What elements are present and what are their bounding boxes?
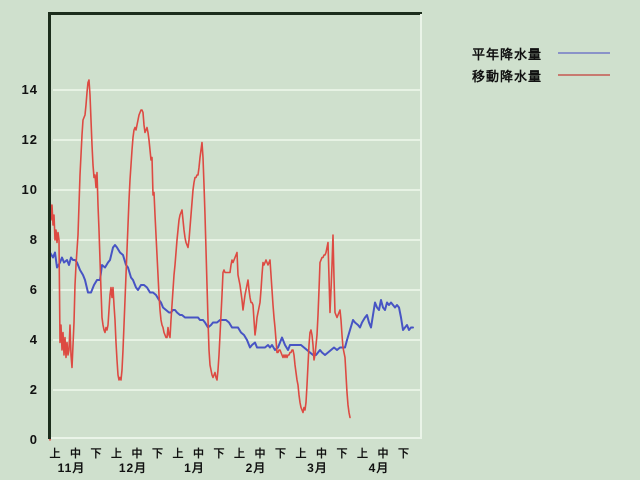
x-tick-label-7: 中 [193, 448, 204, 460]
legend-label: 平年降水量 [471, 46, 542, 62]
x-tick-label-5: 下 [152, 448, 163, 460]
x-tick-label-17: 下 [398, 448, 409, 460]
x-tick-label-4: 中 [131, 448, 143, 460]
x-tick-label-15: 上 [357, 448, 368, 460]
month-label-3: 1月 [184, 461, 205, 475]
x-tick-label-9: 上 [234, 448, 245, 460]
plot-border-top [48, 12, 422, 15]
x-tick-label-6: 上 [172, 448, 184, 460]
x-tick-label-1: 中 [70, 448, 81, 460]
y-axis-label-6: 6 [29, 282, 38, 297]
plot-border-left-axis [48, 12, 51, 439]
legend-line-swatch [558, 52, 610, 54]
x-tick-label-3: 上 [111, 448, 122, 460]
legend: 平年降水量移動降水量 [448, 42, 618, 86]
legend-label: 移動降水量 [471, 68, 542, 84]
legend-item-0: 平年降水量 [448, 42, 618, 64]
month-label-1: 11月 [57, 461, 86, 475]
y-axis-label-0: 0 [29, 432, 38, 447]
x-tick-label-2: 下 [90, 448, 102, 460]
plot-border-right [420, 14, 422, 439]
legend-item-1: 移動降水量 [448, 64, 618, 86]
y-axis-label-4: 4 [29, 332, 38, 347]
y-axis-label-8: 8 [29, 232, 38, 247]
month-label-5: 3月 [307, 461, 328, 475]
x-tick-label-10: 中 [254, 448, 266, 460]
plot-border-bottom-axis [51, 437, 422, 439]
series-line-moving [49, 79, 351, 441]
month-label-2: 12月 [118, 461, 148, 475]
month-label-4: 2月 [245, 461, 267, 475]
x-tick-label-8: 下 [213, 448, 225, 460]
x-tick-label-16: 中 [377, 448, 389, 460]
legend-line-swatch [558, 74, 610, 76]
y-axis-label-14: 14 [21, 82, 38, 97]
x-tick-label-13: 中 [316, 448, 327, 460]
month-label-6: 4月 [368, 461, 390, 475]
x-tick-label-14: 下 [336, 448, 348, 460]
y-axis-label-12: 12 [21, 132, 38, 147]
x-tick-label-0: 上 [49, 448, 61, 460]
x-tick-label-12: 上 [295, 448, 307, 460]
y-axis-label-10: 10 [21, 182, 38, 197]
y-axis-label-2: 2 [29, 382, 38, 397]
series-line-normal [49, 244, 414, 356]
x-tick-label-11: 下 [275, 448, 286, 460]
